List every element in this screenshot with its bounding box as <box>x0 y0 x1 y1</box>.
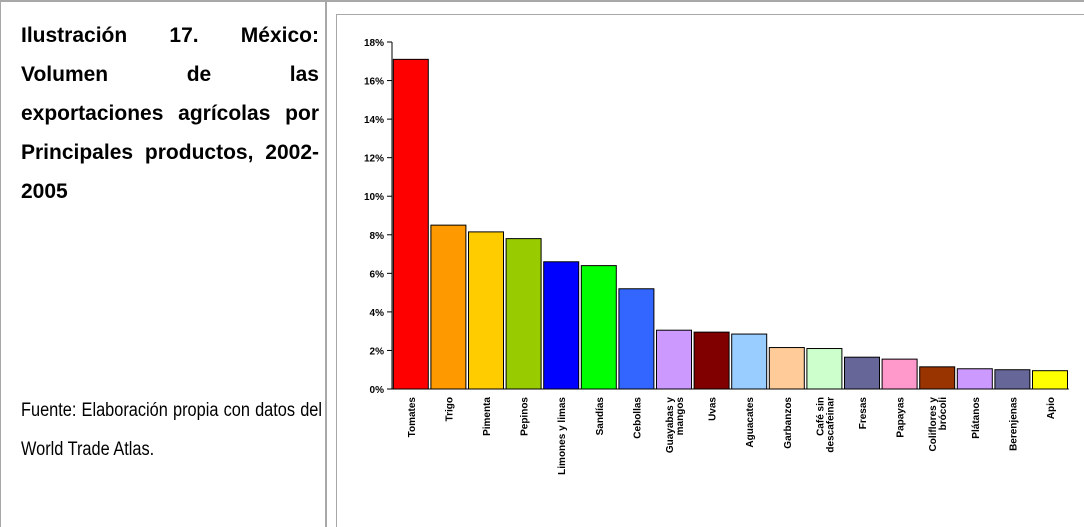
bar <box>768 347 805 390</box>
y-tick-label: 0% <box>370 385 385 396</box>
x-tick-label: Coliflores y <box>928 397 939 452</box>
y-tick-label: 18% <box>364 38 384 49</box>
bar <box>844 356 880 390</box>
x-tick-label: Garbanzos <box>783 397 794 449</box>
x-tick-label: Papayas <box>896 397 907 438</box>
x-tick-label: mangos <box>675 397 686 436</box>
x-tick-label: Guayabas y <box>665 397 676 454</box>
y-tick-label: 6% <box>370 269 385 280</box>
bar <box>693 331 730 390</box>
bar <box>618 288 655 390</box>
bar <box>580 265 617 390</box>
x-tick-label: Fresas <box>858 397 869 430</box>
bar <box>1032 370 1068 390</box>
bar <box>994 369 1031 390</box>
x-tick-label: Café sin <box>815 397 826 436</box>
chart-panel <box>336 14 1084 527</box>
bar <box>392 58 429 390</box>
y-tick-label: 12% <box>364 154 384 165</box>
x-tick-label: Aguacates <box>745 397 756 448</box>
bar <box>806 348 843 390</box>
caption-panel: Ilustración 17. México: Volumen de las e… <box>1 2 327 527</box>
bar <box>468 231 504 390</box>
x-tick-label: Plátanos <box>971 397 982 439</box>
x-tick-label: Limones y limas <box>557 397 568 475</box>
y-tick-label: 14% <box>364 115 384 126</box>
x-tick-label: Cebollas <box>632 397 643 439</box>
x-tick-label: Berenjenas <box>1008 397 1019 451</box>
bar <box>919 366 956 390</box>
bar <box>430 224 467 390</box>
x-tick-label: Trigo <box>444 397 455 421</box>
x-tick-label: descafeinar <box>825 397 836 453</box>
y-tick-label: 16% <box>364 77 384 88</box>
x-tick-label: Uvas <box>708 397 719 421</box>
x-tick-label: Pepinos <box>520 397 531 436</box>
x-tick-label: Tomates <box>407 397 418 438</box>
bar <box>731 333 768 390</box>
x-tick-label: Apio <box>1046 397 1057 419</box>
x-tick-label: Sandías <box>595 397 606 436</box>
x-tick-label: Pimenta <box>482 397 493 436</box>
bar <box>543 261 580 390</box>
y-tick-label: 10% <box>364 192 384 203</box>
figure-caption: Ilustración 17. México: Volumen de las e… <box>21 24 319 203</box>
bar <box>505 238 542 390</box>
x-tick-label: brócoli <box>938 397 949 431</box>
figure-source: Fuente: Elaboración propia con datos del… <box>21 400 322 460</box>
y-tick-label: 2% <box>370 346 385 357</box>
bar <box>656 329 692 390</box>
bar <box>881 358 918 390</box>
y-tick-label: 8% <box>370 231 385 242</box>
y-tick-label: 4% <box>370 308 385 319</box>
bar <box>956 368 993 390</box>
